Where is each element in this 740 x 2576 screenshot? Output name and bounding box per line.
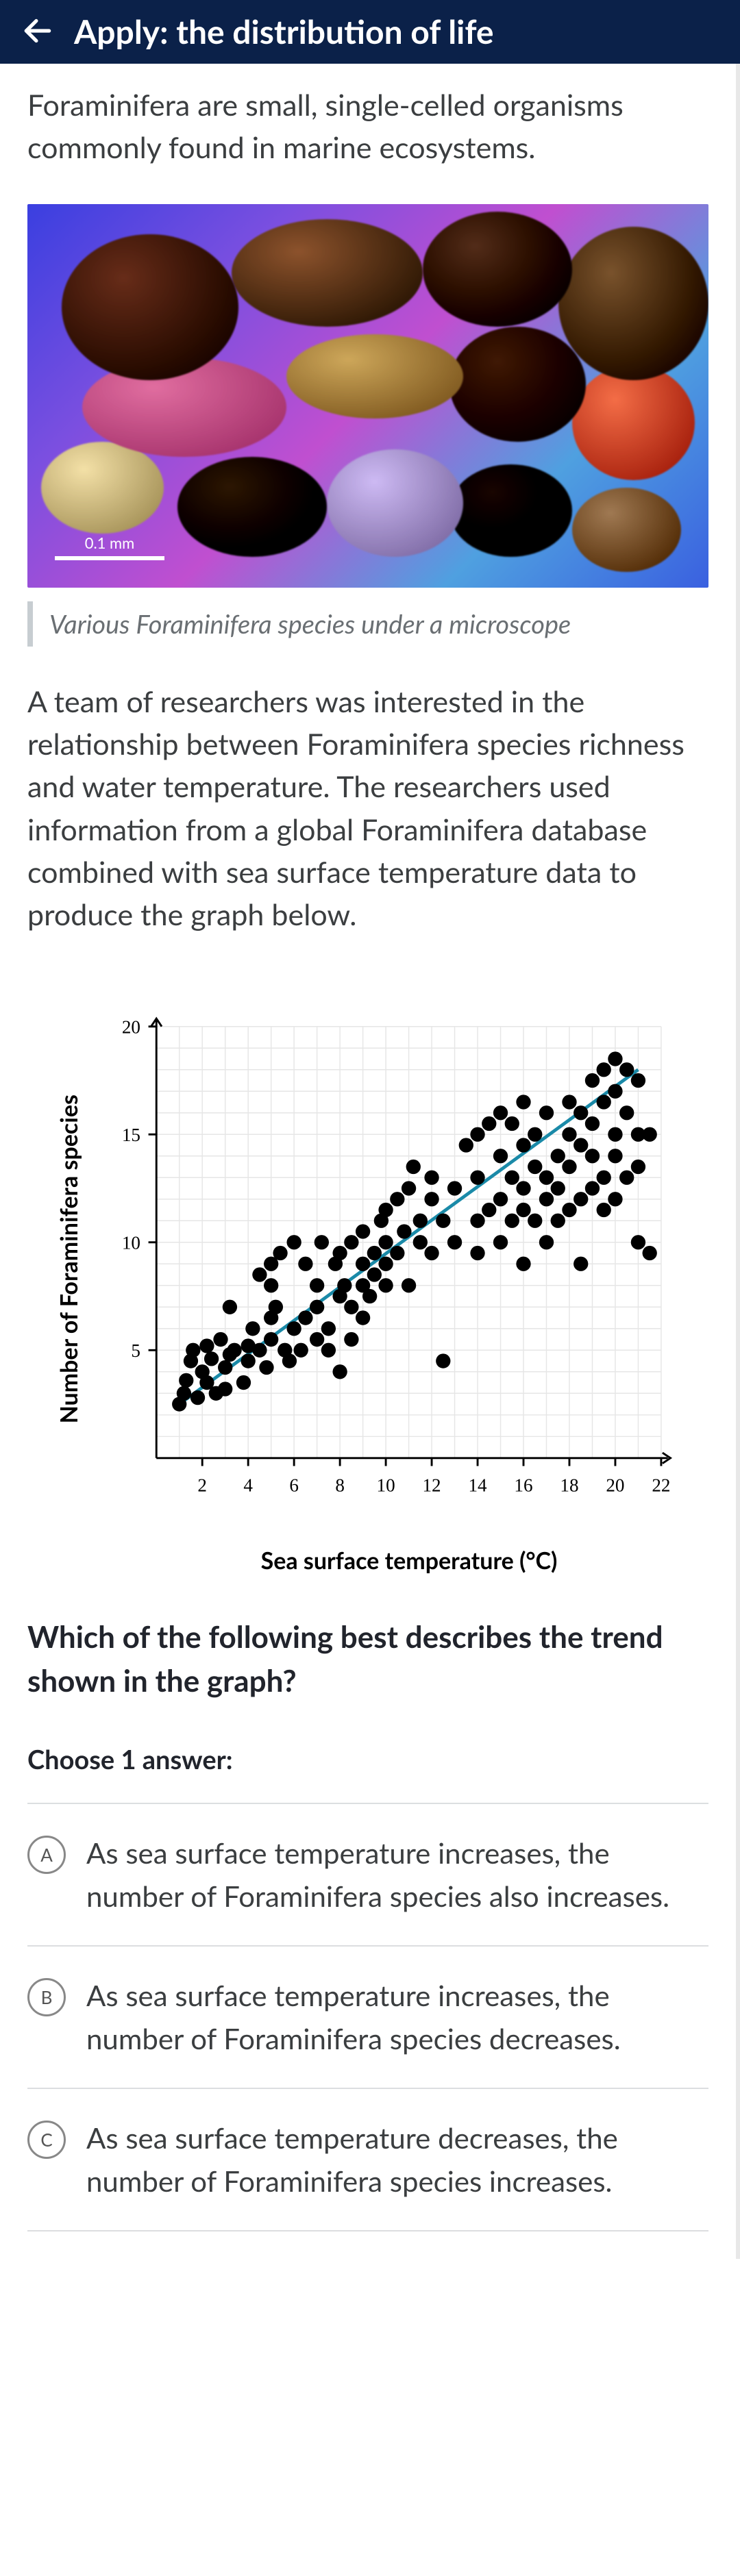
x-axis-label: Sea surface temperature (°C): [110, 1547, 708, 1575]
intro-paragraph: Foraminifera are small, single-celled or…: [27, 84, 708, 170]
choice-text: As sea surface temperature increases, th…: [86, 1831, 708, 1918]
svg-text:20: 20: [606, 1475, 624, 1495]
scale-bar: 0.1 mm: [55, 534, 164, 560]
svg-text:22: 22: [652, 1475, 670, 1495]
svg-text:14: 14: [468, 1475, 487, 1495]
chart-region: Number of Foraminifera species 2 4 6 8 10 12 1…: [27, 971, 708, 1533]
question-text: Which of the following best describes th…: [27, 1616, 708, 1703]
svg-text:8: 8: [335, 1475, 345, 1495]
answer-choice[interactable]: B As sea surface temperature increases, t…: [27, 1945, 708, 2088]
svg-text:15: 15: [122, 1125, 140, 1145]
svg-text:16: 16: [514, 1475, 532, 1495]
back-arrow-icon[interactable]: [21, 14, 55, 51]
choice-list: A As sea surface temperature increases, t…: [27, 1803, 708, 2231]
svg-text:6: 6: [289, 1475, 299, 1495]
svg-text:20: 20: [122, 1016, 140, 1037]
main-content: Foraminifera are small, single-celled or…: [0, 64, 740, 2259]
scatter-chart: 2 4 6 8 10 12 14 16 18 20 22 5 10 15 20: [97, 999, 681, 1519]
svg-text:5: 5: [131, 1340, 140, 1361]
svg-text:18: 18: [560, 1475, 578, 1495]
figure-caption: Various Foraminifera species under a mic…: [27, 601, 708, 647]
svg-text:2: 2: [197, 1475, 207, 1495]
app-header: Apply: the distribution of life: [0, 0, 740, 64]
y-axis-label: Number of Foraminifera species: [55, 1095, 83, 1423]
microscope-image: 0.1 mm: [27, 204, 708, 588]
choice-text: As sea surface temperature increases, th…: [86, 1974, 708, 2060]
choice-radio[interactable]: A: [27, 1836, 66, 1874]
svg-text:12: 12: [423, 1475, 441, 1495]
body-paragraph: A team of researchers was interested in …: [27, 681, 708, 937]
svg-text:10: 10: [377, 1475, 395, 1495]
figure: 0.1 mm Various Foraminifera species unde…: [27, 204, 708, 647]
answer-choice[interactable]: A As sea surface temperature increases, t…: [27, 1803, 708, 1945]
answer-choice[interactable]: C As sea surface temperature decreases, t…: [27, 2088, 708, 2231]
svg-text:4: 4: [243, 1475, 253, 1495]
page-title: Apply: the distribution of life: [74, 12, 494, 51]
choice-text: As sea surface temperature decreases, th…: [86, 2116, 708, 2203]
svg-text:10: 10: [122, 1232, 140, 1253]
choice-radio[interactable]: B: [27, 1978, 66, 2016]
choice-radio[interactable]: C: [27, 2121, 66, 2159]
instruction-text: Choose 1 answer:: [27, 1744, 708, 1775]
